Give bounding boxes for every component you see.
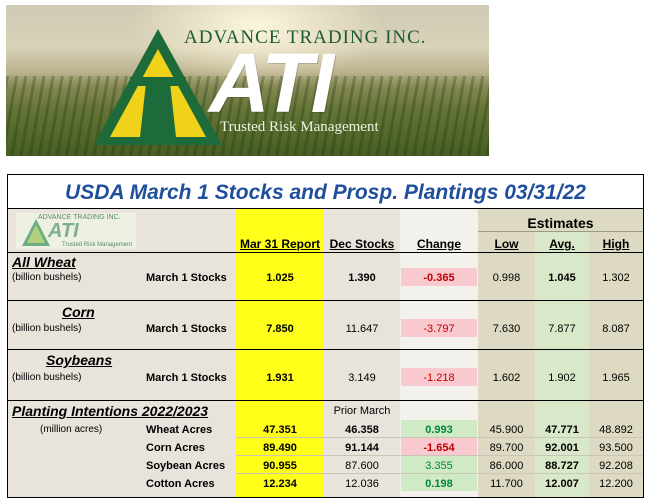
- plantings-report-value: 47.351: [263, 424, 297, 436]
- report-column-highlight: [236, 209, 324, 497]
- plantings-high-value: 92.208: [599, 460, 633, 472]
- banner-tagline: Trusted Risk Management: [220, 119, 379, 135]
- col-header-change: Change: [416, 237, 461, 251]
- title-bar: [8, 175, 643, 209]
- soybeans-avg-value: 1.902: [548, 372, 576, 384]
- soybeans-change-value: -1.218: [423, 372, 455, 384]
- plantings-change-value: 0.993: [425, 424, 453, 436]
- plantings-low-value: 45.900: [489, 424, 524, 436]
- wheat-high-value: 1.302: [602, 272, 630, 284]
- plantings-avg-value: 88.727: [545, 460, 579, 472]
- plantings-change-value: 3.355: [425, 460, 453, 472]
- soybeans-report-value: 1.931: [266, 372, 294, 384]
- mini-logo-company: ADVANCE TRADING INC.: [38, 214, 121, 221]
- plantings-avg-value: 12.007: [545, 478, 579, 490]
- plantings-prior-value: 46.358: [345, 424, 379, 436]
- plantings-row-label: Soybean Acres: [146, 460, 226, 472]
- soybeans-low-value: 1.602: [492, 372, 521, 384]
- plantings-change-value: -1.654: [423, 442, 455, 454]
- plantings-avg-value: 47.771: [545, 424, 579, 436]
- plantings-prior-value: 12.036: [345, 478, 379, 490]
- col-header-report: Mar 31 Report: [239, 237, 321, 251]
- corn-low-value: 7.630: [492, 323, 521, 335]
- plantings-unit: (million acres): [40, 424, 103, 435]
- crop-field: [6, 76, 489, 156]
- ati-triangle-logo-icon: [94, 29, 222, 145]
- report-table: USDA March 1 Stocks and Prosp. Plantings…: [7, 174, 644, 498]
- plantings-prior-value: 87.600: [345, 460, 379, 472]
- wheat-report-value: 1.025: [266, 272, 294, 284]
- section-title-corn: Corn: [62, 304, 95, 320]
- section-unit-corn: (billion bushels): [12, 323, 82, 334]
- wheat-dec-value: 1.390: [348, 272, 376, 284]
- plantings-row-label: Corn Acres: [146, 442, 205, 454]
- corn-report-value: 7.850: [266, 323, 294, 335]
- plantings-change-value: 0.198: [425, 478, 453, 490]
- section-unit-soybeans: (billion bushels): [12, 372, 82, 383]
- corn-change-value: -3.797: [423, 323, 455, 335]
- mini-ati-logo-icon: [16, 213, 136, 249]
- plantings-title: Planting Intentions 2022/2023: [12, 403, 209, 419]
- banner-logo-text: ATI: [209, 36, 334, 130]
- banner-company-name: ADVANCE TRADING INC.: [184, 27, 427, 48]
- col-header-dec: Dec Stocks: [329, 237, 395, 251]
- wheat-change-value: -0.365: [423, 272, 455, 284]
- corn-avg-value: 7.877: [548, 323, 576, 335]
- plantings-prior-value: 91.144: [345, 442, 379, 454]
- section-title-soybeans: Soybeans: [46, 352, 113, 368]
- soybeans-dec-value: 3.149: [348, 372, 376, 384]
- soybeans-high-value: 1.965: [602, 372, 630, 384]
- plantings-low-value: 11.700: [490, 478, 523, 490]
- row-label-soybeans-stocks: March 1 Stocks: [146, 372, 227, 384]
- report-title: USDA March 1 Stocks and Prosp. Plantings…: [65, 181, 586, 204]
- plantings-low-value: 89.700: [489, 442, 524, 454]
- corn-dec-value: 11.647: [345, 323, 379, 335]
- plantings-high-value: 93.500: [599, 442, 633, 454]
- prior-march-header: Prior March: [333, 405, 391, 417]
- plantings-row-label: Wheat Acres: [146, 424, 213, 436]
- plantings-high-value: 48.892: [599, 424, 633, 436]
- plantings-report-value: 90.955: [263, 460, 297, 472]
- plantings-report-value: 89.490: [263, 442, 297, 454]
- estimates-header: Estimates: [527, 215, 594, 231]
- section-title-wheat: All Wheat: [12, 254, 76, 270]
- wheat-avg-value: 1.045: [548, 272, 576, 284]
- plantings-low-value: 86.000: [489, 460, 524, 472]
- plantings-high-value: 12.200: [599, 478, 633, 490]
- wheat-low-value: 0.998: [492, 272, 521, 284]
- mini-logo-text: ATI: [48, 220, 79, 242]
- plantings-report-value: 12.234: [263, 478, 297, 490]
- section-unit-wheat: (billion bushels): [12, 272, 82, 283]
- row-label-wheat-stocks: March 1 Stocks: [146, 272, 227, 284]
- col-header-avg: Avg.: [549, 237, 575, 251]
- corn-high-value: 8.087: [602, 323, 630, 335]
- plantings-row-label: Cotton Acres: [146, 478, 215, 490]
- banner-image: ADVANCE TRADING INC. ATI Trusted Risk Ma…: [6, 5, 489, 156]
- col-header-high: High: [602, 237, 630, 251]
- plantings-avg-value: 92.001: [545, 442, 579, 454]
- col-header-low: Low: [494, 237, 519, 251]
- row-label-corn-stocks: March 1 Stocks: [146, 323, 227, 335]
- mini-logo-tagline: Trusted Risk Management: [62, 242, 133, 248]
